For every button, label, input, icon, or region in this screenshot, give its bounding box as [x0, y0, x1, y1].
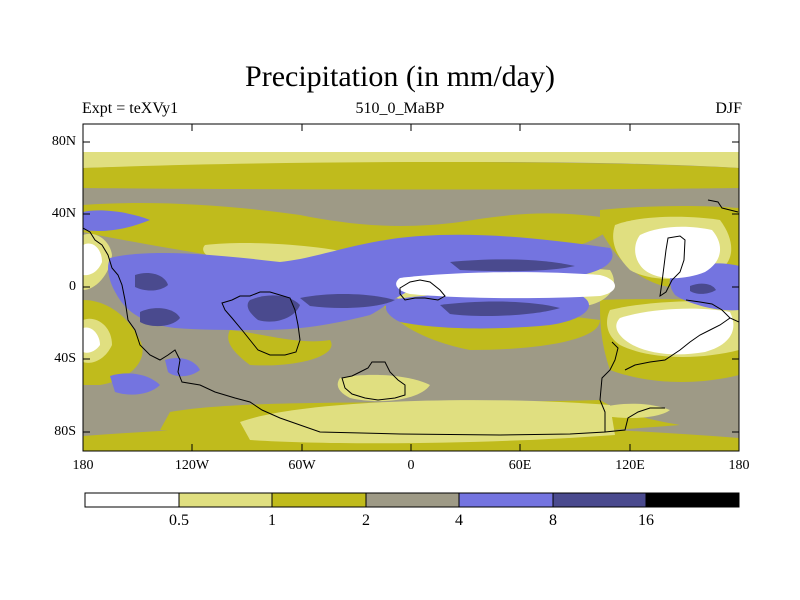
lon-label-180w: 180 [72, 458, 94, 473]
period-label: 510_0_MaBP [355, 100, 445, 117]
lat-label-80n: 80N [51, 134, 76, 149]
lon-label-60w: 60W [288, 458, 316, 473]
lon-label-120w: 120W [174, 458, 210, 473]
colorbar-swatch-4 [458, 492, 554, 508]
colorbar-swatch-0 [84, 492, 180, 508]
colorbar [84, 492, 740, 508]
lat-label-40s: 40S [54, 351, 76, 366]
colorbar-label-4: 4 [455, 512, 463, 529]
lon-label-0: 0 [407, 458, 415, 473]
colorbar-swatch-1 [178, 492, 273, 508]
coastlines [83, 199, 739, 436]
lon-label-60e: 60E [508, 458, 532, 473]
colorbar-swatch-3 [365, 492, 460, 508]
colorbar-swatch-6 [645, 492, 740, 508]
map-title: Precipitation (in mm/day) [245, 60, 555, 93]
colorbar-label-2: 2 [362, 512, 370, 529]
colorbar-label-16: 16 [638, 512, 654, 529]
lon-label-120e: 120E [615, 458, 645, 473]
lon-label-180e: 180 [728, 458, 750, 473]
contour-fill [83, 124, 739, 451]
colorbar-swatch-5 [552, 492, 647, 508]
lat-label-80s: 80S [54, 424, 76, 439]
colorbar-swatch-2 [271, 492, 367, 508]
colorbar-label-8: 8 [549, 512, 557, 529]
axis-ticks [82, 124, 740, 451]
experiment-label: Expt = teXVy1 [82, 100, 179, 117]
colorbar-label-1: 1 [268, 512, 276, 529]
lat-label-0: 0 [69, 279, 76, 294]
lat-label-40n: 40N [51, 206, 76, 221]
season-label: DJF [715, 100, 742, 117]
colorbar-label-0-5: 0.5 [169, 512, 189, 529]
